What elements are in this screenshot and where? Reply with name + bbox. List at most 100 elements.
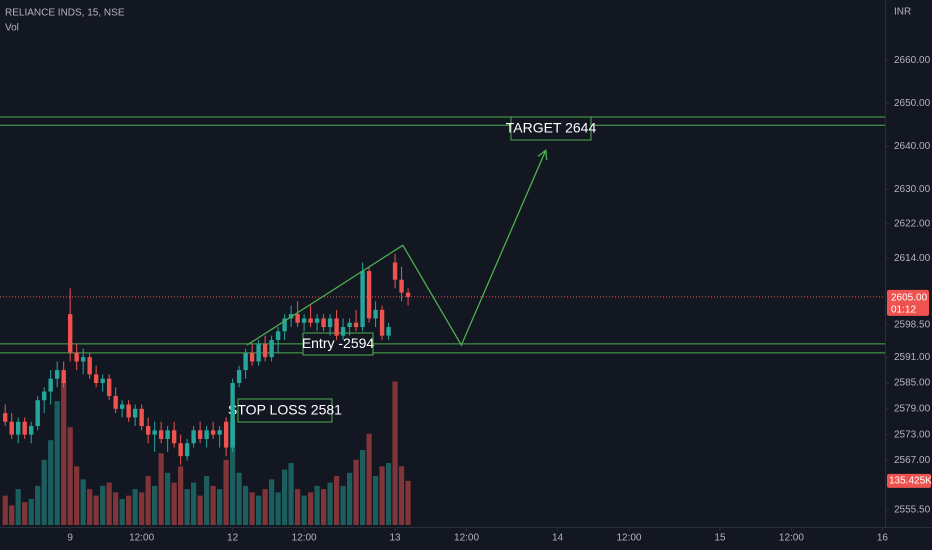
candle-body bbox=[100, 378, 105, 383]
volume-bar bbox=[165, 472, 171, 525]
x-tick-label: 9 bbox=[67, 533, 73, 544]
candle-body bbox=[347, 322, 352, 328]
volume-bar bbox=[210, 485, 216, 525]
candle-body bbox=[379, 309, 385, 336]
candle-body bbox=[139, 408, 144, 427]
entry-label: Entry -2594 bbox=[302, 335, 375, 351]
y-tick-label: 2650.00 bbox=[894, 98, 931, 109]
candle-body bbox=[223, 421, 229, 448]
volume-bar bbox=[217, 489, 223, 525]
volume-bar bbox=[158, 453, 164, 525]
candle-body bbox=[197, 430, 203, 439]
volume-bar bbox=[48, 440, 54, 525]
volume-bar bbox=[340, 485, 346, 525]
y-tick-label: 2598.50 bbox=[894, 320, 931, 331]
candle-body bbox=[2, 413, 8, 422]
volume-bar bbox=[236, 472, 242, 525]
volume-bar bbox=[243, 485, 249, 525]
candle-body bbox=[152, 430, 157, 435]
target-label: TARGET 2644 bbox=[506, 120, 597, 136]
candle-body bbox=[204, 430, 209, 439]
volume-bar bbox=[35, 485, 41, 525]
candle-body bbox=[28, 426, 34, 435]
candle-body bbox=[132, 408, 138, 418]
volume-bar bbox=[379, 466, 385, 525]
x-tick-label: 12:00 bbox=[454, 533, 479, 544]
volume-bar bbox=[191, 482, 197, 525]
volume-label-box bbox=[887, 473, 931, 488]
candle-body bbox=[249, 352, 255, 362]
volume-bar bbox=[223, 459, 229, 525]
volume-bar bbox=[67, 427, 73, 525]
volume-label: 135.425K bbox=[889, 475, 932, 486]
candle-body bbox=[314, 318, 320, 323]
y-tick-label: 2567.00 bbox=[894, 455, 931, 466]
x-tick-label: 12:00 bbox=[616, 533, 641, 544]
candle-body bbox=[334, 318, 339, 336]
candle-body bbox=[340, 327, 346, 336]
volume-bar bbox=[54, 401, 60, 525]
volume-bar bbox=[87, 489, 93, 525]
candle-body bbox=[87, 357, 92, 375]
volume-bar bbox=[301, 495, 307, 525]
candle-body bbox=[269, 339, 274, 358]
volume-bar bbox=[249, 492, 255, 525]
volume-bar bbox=[359, 450, 366, 525]
candle-body bbox=[353, 322, 359, 328]
y-tick-label: 2555.50 bbox=[894, 505, 931, 516]
candle-body bbox=[262, 344, 268, 358]
volume-bar bbox=[2, 495, 8, 525]
candle-body bbox=[35, 400, 40, 427]
volume-bar bbox=[184, 489, 190, 525]
y-tick-label: 2579.00 bbox=[894, 403, 931, 414]
volume-bar bbox=[288, 463, 294, 525]
currency: INR bbox=[894, 7, 911, 18]
volume-bar bbox=[327, 482, 333, 525]
volume-bar bbox=[100, 485, 106, 525]
candle-body bbox=[243, 352, 248, 371]
volume-bar bbox=[22, 502, 28, 525]
volume-bar bbox=[294, 489, 301, 525]
candle-body bbox=[386, 327, 391, 336]
candle-body bbox=[93, 374, 99, 383]
volume-bar bbox=[398, 466, 405, 525]
volume-bar bbox=[28, 498, 34, 525]
candle-body bbox=[399, 279, 404, 293]
volume-bar bbox=[145, 476, 151, 525]
stop-loss-label: STOP LOSS 2581 bbox=[228, 402, 342, 418]
volume-bar bbox=[320, 489, 327, 525]
last-price-box bbox=[887, 289, 929, 316]
y-tick-label: 2640.00 bbox=[894, 141, 931, 152]
volume-bar bbox=[392, 381, 398, 525]
candle-body bbox=[80, 357, 86, 362]
candle-body bbox=[301, 318, 307, 323]
y-tick-label: 2573.00 bbox=[894, 429, 931, 440]
last-price-label: 2605.00 bbox=[891, 293, 928, 304]
volume-bar bbox=[282, 469, 288, 525]
candle-body bbox=[178, 443, 183, 457]
candle-body bbox=[119, 404, 125, 409]
candle-body bbox=[9, 421, 14, 435]
volume-bar bbox=[333, 476, 340, 525]
volume-bar bbox=[346, 472, 353, 525]
x-tick-label: 12:00 bbox=[292, 533, 317, 544]
volume-bar bbox=[41, 459, 47, 525]
volume-bar bbox=[314, 485, 320, 525]
candle-body bbox=[405, 292, 411, 297]
volume-bar bbox=[230, 420, 236, 525]
volume-bar bbox=[171, 482, 177, 525]
candle-body bbox=[184, 443, 190, 457]
candle-body bbox=[230, 382, 235, 448]
candle-body bbox=[67, 314, 73, 353]
candle-body bbox=[256, 344, 261, 362]
candle-body bbox=[366, 271, 372, 319]
annotation-box bbox=[237, 398, 333, 423]
x-tick-label: 15 bbox=[714, 533, 726, 544]
candle-body bbox=[321, 318, 326, 328]
candle-body bbox=[74, 352, 79, 362]
candle-body bbox=[191, 430, 196, 444]
volume-bar bbox=[139, 492, 145, 525]
volume-bar bbox=[106, 482, 112, 525]
